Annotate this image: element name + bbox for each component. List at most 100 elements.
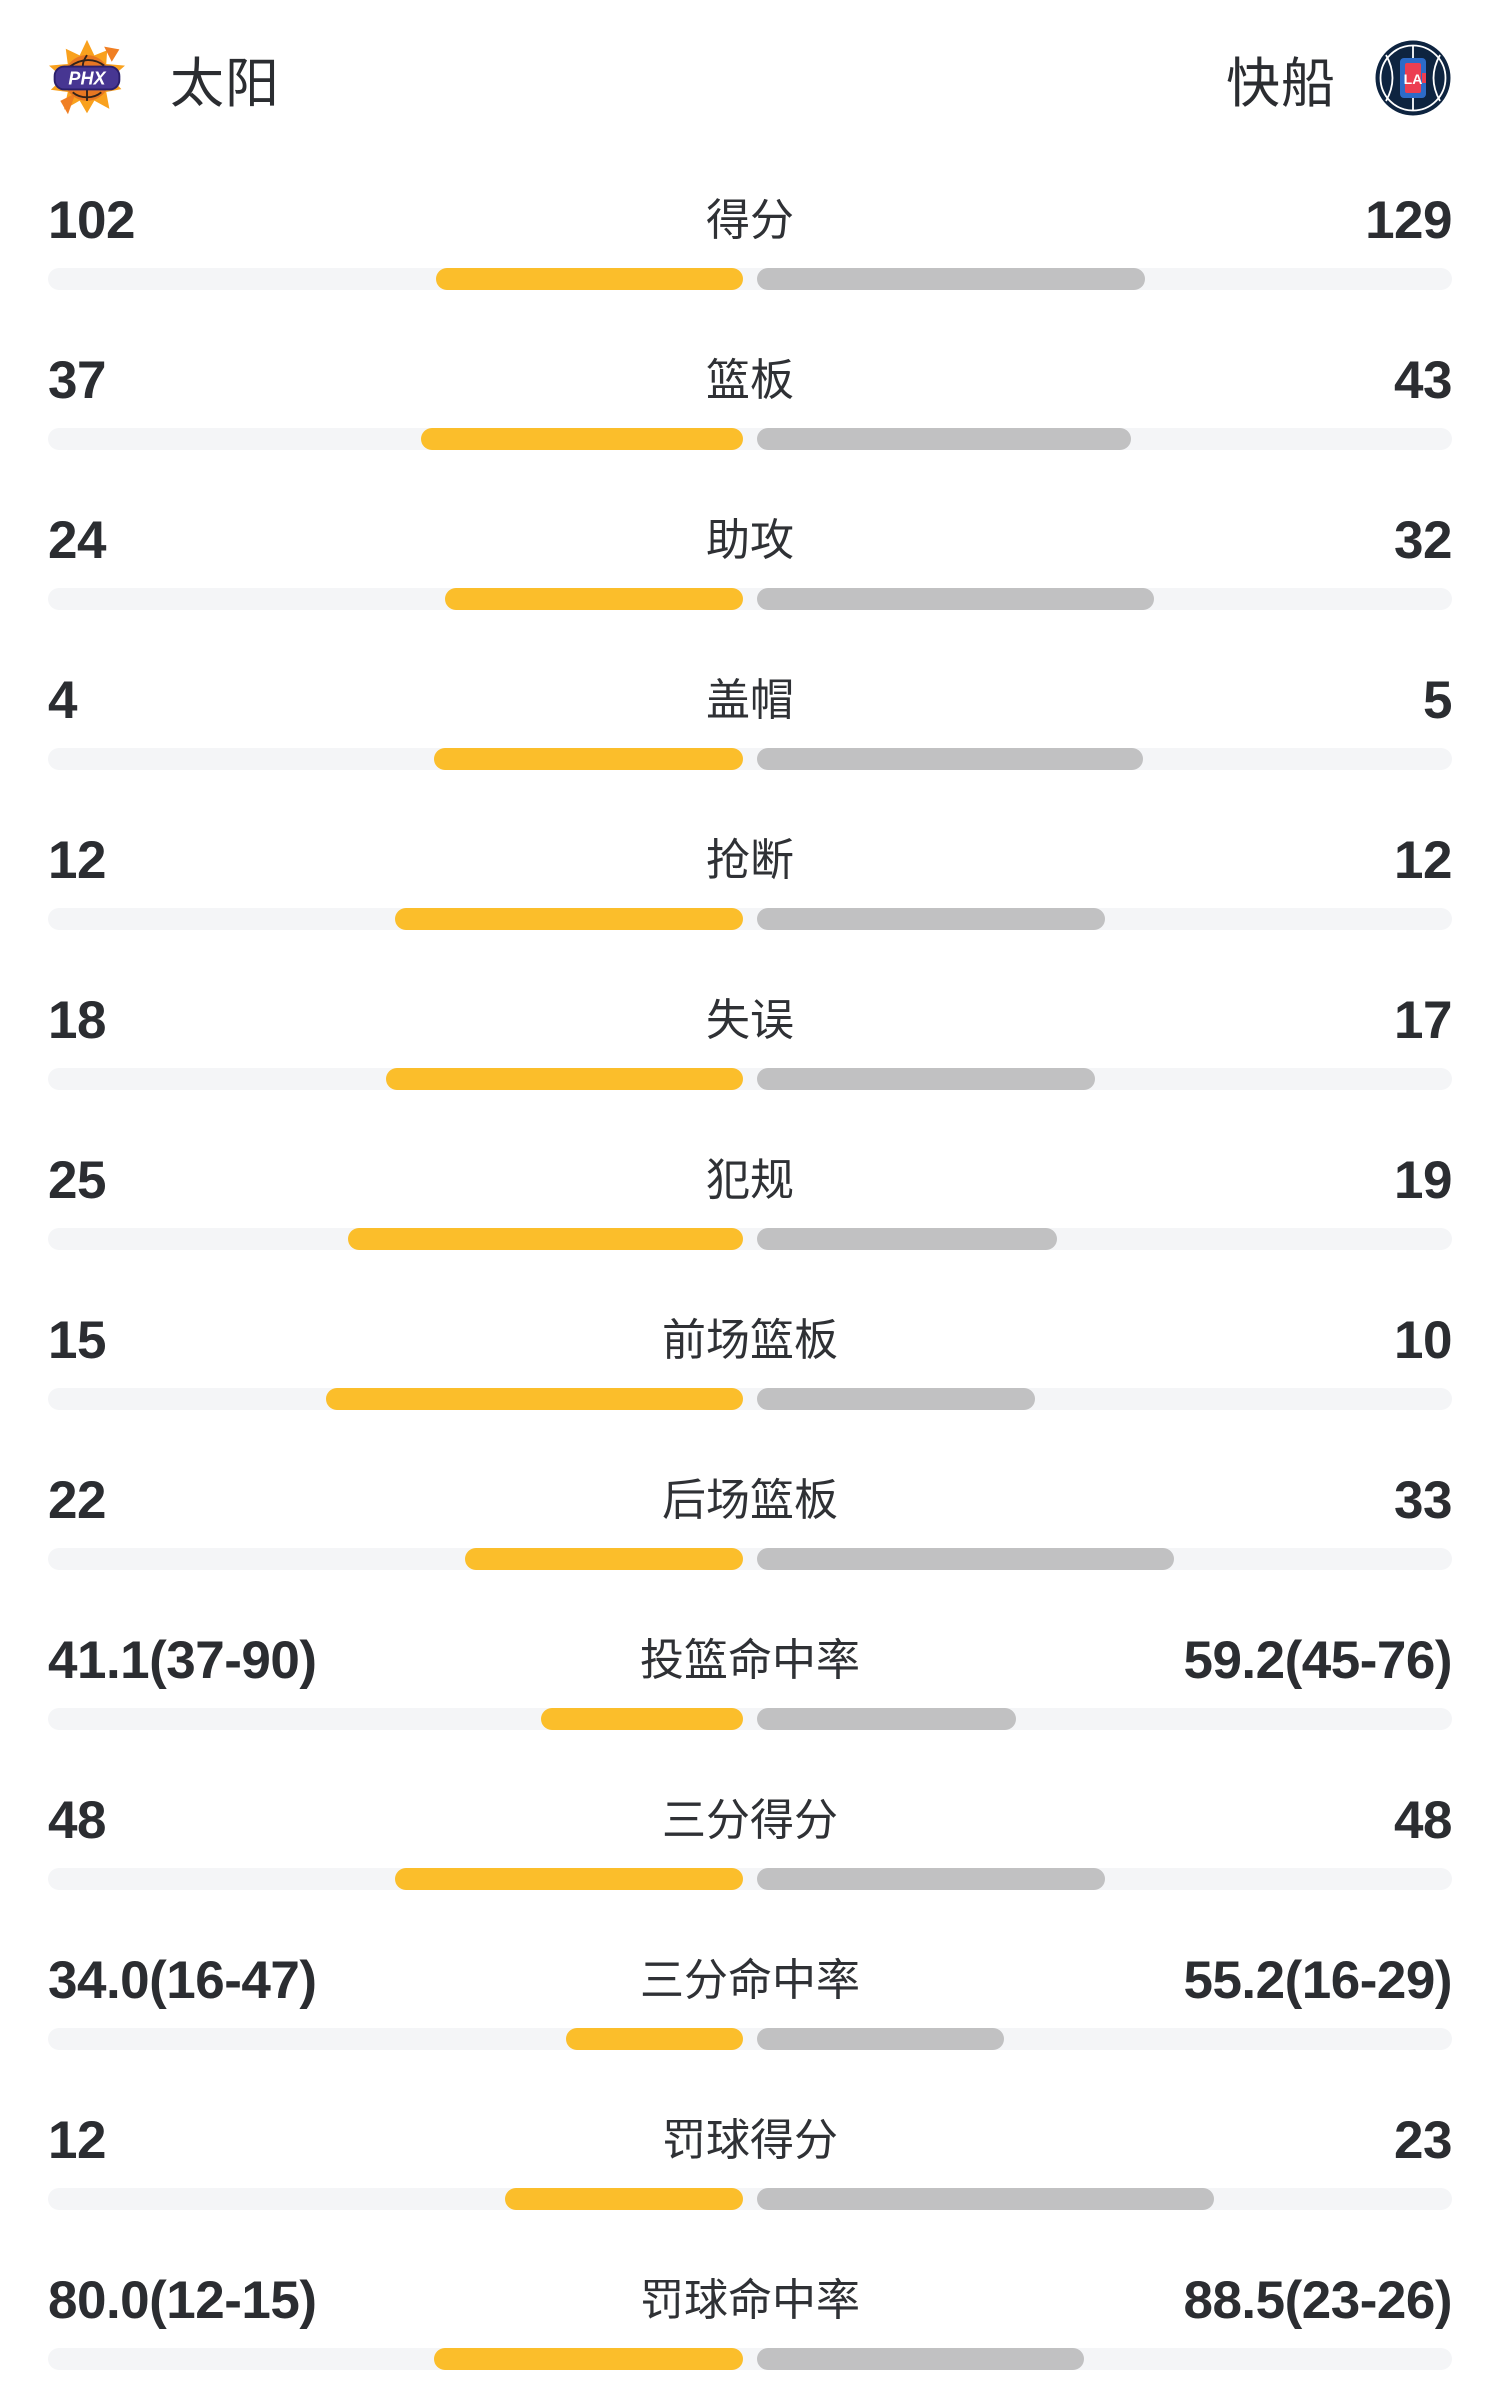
away-team-stat-value: 19 (1394, 1151, 1452, 1210)
home-team-bar (434, 2348, 743, 2370)
stat-label: 犯规 (706, 1156, 794, 1205)
home-team-stat-value: 37 (48, 351, 106, 410)
stat-bar-track (48, 2028, 1452, 2050)
stat-row: 80.0(12-15) 罚球命中率 88.5(23-26) (48, 2250, 1452, 2400)
stat-line: 102 得分 129 (48, 194, 1452, 248)
stat-row: 18 失误 17 (48, 970, 1452, 1130)
away-team-bar (757, 2028, 1004, 2050)
home-team-stat-value: 12 (48, 2111, 106, 2170)
away-team-name: 快船 (1226, 53, 1336, 114)
away-team-bar (757, 1228, 1057, 1250)
la-clippers-logo: LA (1375, 40, 1451, 116)
stat-label: 篮板 (706, 356, 794, 405)
stat-bar-track (48, 2348, 1452, 2370)
clippers-abbr-text: LA (1404, 71, 1423, 87)
away-team-stat-value: 32 (1394, 511, 1452, 570)
stat-bar-track (48, 588, 1452, 610)
stat-label: 罚球命中率 (640, 2276, 860, 2325)
stat-line: 4 盖帽 5 (48, 674, 1452, 728)
away-team-stat-value: 129 (1365, 191, 1452, 250)
home-team-bar (465, 1548, 743, 1570)
home-team-stat-value: 24 (48, 511, 106, 570)
stat-row: 102 得分 129 (48, 170, 1452, 330)
home-team-stat-value: 15 (48, 1311, 106, 1370)
stat-bar-track (48, 2188, 1452, 2210)
stat-bar-track (48, 1708, 1452, 1730)
away-team-bar (757, 428, 1131, 450)
home-team-bar (395, 1868, 743, 1890)
home-team-bar (326, 1388, 743, 1410)
home-team-bar (566, 2028, 743, 2050)
home-team-stat-value: 22 (48, 1471, 106, 1530)
stat-bar-track (48, 268, 1452, 290)
away-team-bar (757, 1868, 1105, 1890)
stat-row: 34.0(16-47) 三分命中率 55.2(16-29) (48, 1930, 1452, 2090)
home-team-stat-value: 41.1(37-90) (48, 1631, 317, 1690)
stat-bar-track (48, 908, 1452, 930)
home-team-stat-value: 4 (48, 671, 77, 730)
away-team-stat-value: 59.2(45-76) (1183, 1631, 1452, 1690)
stat-bar-track (48, 748, 1452, 770)
home-team-bar (436, 268, 743, 290)
stats-list: 102 得分 129 37 篮板 43 24 助攻 32 (48, 170, 1452, 2400)
home-team-bar (434, 748, 743, 770)
away-team-stat-value: 17 (1394, 991, 1452, 1050)
away-team-bar (757, 1548, 1174, 1570)
away-team-stat-value: 55.2(16-29) (1183, 1951, 1452, 2010)
stat-line: 37 篮板 43 (48, 354, 1452, 408)
away-team-bar (757, 1388, 1035, 1410)
stat-row: 37 篮板 43 (48, 330, 1452, 490)
stat-line: 24 助攻 32 (48, 514, 1452, 568)
stat-bar-track (48, 1388, 1452, 1410)
stat-label: 投篮命中率 (640, 1636, 860, 1685)
stat-label: 得分 (706, 196, 794, 245)
stat-line: 15 前场篮板 10 (48, 1314, 1452, 1368)
home-team-name: 太阳 (170, 53, 280, 114)
home-team-stat-value: 102 (48, 191, 135, 250)
stat-bar-track (48, 1068, 1452, 1090)
home-team-bar (541, 1708, 743, 1730)
stat-row: 4 盖帽 5 (48, 650, 1452, 810)
away-team-stat-value: 88.5(23-26) (1183, 2271, 1452, 2330)
stat-row: 12 罚球得分 23 (48, 2090, 1452, 2250)
stat-line: 22 后场篮板 33 (48, 1474, 1452, 1528)
home-team-bar (348, 1228, 743, 1250)
stat-row: 41.1(37-90) 投篮命中率 59.2(45-76) (48, 1610, 1452, 1770)
home-team-stat-value: 12 (48, 831, 106, 890)
stat-label: 罚球得分 (662, 2116, 838, 2165)
home-team-header: PHX 太阳 (48, 38, 280, 118)
stat-label: 抢断 (706, 836, 794, 885)
away-team-stat-value: 43 (1394, 351, 1452, 410)
stat-row: 12 抢断 12 (48, 810, 1452, 970)
stat-bar-track (48, 1548, 1452, 1570)
stat-line: 12 罚球得分 23 (48, 2114, 1452, 2168)
stat-label: 后场篮板 (662, 1476, 838, 1525)
stat-row: 48 三分得分 48 (48, 1770, 1452, 1930)
away-team-stat-value: 12 (1394, 831, 1452, 890)
away-team-stat-value: 10 (1394, 1311, 1452, 1370)
away-team-bar (757, 2348, 1084, 2370)
home-team-stat-value: 48 (48, 1791, 106, 1850)
away-team-header: 快船 LA (1226, 38, 1452, 118)
stat-line: 34.0(16-47) 三分命中率 55.2(16-29) (48, 1954, 1452, 2008)
home-team-bar (445, 588, 743, 610)
matchup-header: PHX 太阳 快船 LA (48, 0, 1452, 118)
stat-line: 80.0(12-15) 罚球命中率 88.5(23-26) (48, 2274, 1452, 2328)
stat-line: 18 失误 17 (48, 994, 1452, 1048)
stat-label: 前场篮板 (662, 1316, 838, 1365)
home-team-stat-value: 34.0(16-47) (48, 1951, 317, 2010)
home-team-bar (395, 908, 743, 930)
stat-bar-track (48, 1868, 1452, 1890)
phoenix-suns-logo: PHX (49, 39, 125, 115)
home-team-bar (386, 1068, 743, 1090)
stat-line: 48 三分得分 48 (48, 1794, 1452, 1848)
home-team-bar (421, 428, 743, 450)
away-team-stat-value: 23 (1394, 2111, 1452, 2170)
away-team-bar (757, 268, 1145, 290)
away-team-bar (757, 2188, 1214, 2210)
home-team-bar (505, 2188, 743, 2210)
stat-row: 25 犯规 19 (48, 1130, 1452, 1290)
stat-row: 24 助攻 32 (48, 490, 1452, 650)
stat-label: 三分得分 (662, 1796, 838, 1845)
